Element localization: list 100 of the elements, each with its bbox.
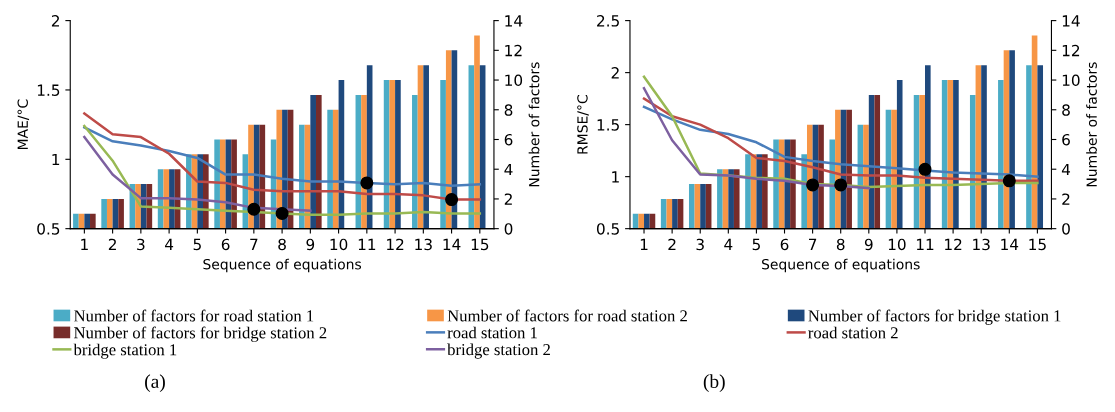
x-tick-label: 13 [415, 238, 432, 251]
bar [315, 94, 322, 229]
y-tick-label: 2 [611, 67, 619, 79]
x-tick-label: 10 [330, 238, 348, 251]
bar [778, 139, 785, 229]
bar [969, 94, 976, 229]
x-tick-label: 7 [809, 238, 817, 250]
bar [1037, 65, 1044, 229]
bar [953, 80, 959, 229]
bar [896, 80, 903, 229]
legend-label: Number of factors for road station 2 [447, 309, 687, 322]
x-tick-label: 15 [1029, 238, 1046, 251]
y-tick-label: 2 [51, 15, 59, 27]
x-tick-label: 14 [443, 238, 461, 250]
y-axis-title: RMSE/°C [577, 95, 589, 154]
y2-tick-label: 10 [1062, 74, 1080, 87]
bar [829, 139, 836, 229]
bar [106, 198, 113, 229]
y2-tick-label: 6 [1062, 133, 1070, 146]
x-tick-label: 11 [916, 238, 934, 250]
bar [874, 94, 881, 229]
bar [118, 198, 124, 229]
bar [440, 80, 446, 229]
y2-tick-label: 0 [504, 223, 513, 235]
x-tick-label: 15 [471, 238, 489, 251]
y2-tick-label: 6 [504, 133, 513, 146]
bar [745, 154, 751, 229]
x-tick-label: 14 [1001, 238, 1019, 250]
x-axis-title: Sequence of equations [203, 258, 362, 273]
y2-tick-label: 2 [1062, 193, 1070, 205]
x-tick-label: 8 [836, 238, 845, 251]
bar [310, 94, 316, 229]
legend-label: bridge station 2 [447, 343, 550, 359]
y2-tick-label: 10 [505, 74, 523, 87]
bar [700, 184, 706, 229]
x-tick-label: 4 [165, 238, 174, 250]
legend-label: Number of factors for bridge station 1 [808, 309, 1061, 325]
y2-tick-label: 14 [505, 15, 523, 27]
x-tick-label: 1 [640, 238, 648, 250]
legend-label: road station 1 [447, 326, 537, 339]
y2-axis-title: Number of factors [1086, 62, 1097, 187]
bar [73, 213, 79, 229]
bar [762, 154, 768, 229]
y-tick-label: 1 [612, 171, 619, 183]
y-tick-label: 2.5 [597, 15, 619, 27]
bar [395, 80, 401, 229]
bar [644, 213, 650, 229]
x-tick-label: 5 [752, 238, 760, 251]
y2-tick-label: 8 [1062, 104, 1070, 116]
y2-tick-label: 4 [1061, 163, 1071, 176]
bar [981, 65, 987, 229]
bar [947, 80, 954, 229]
bar [169, 169, 175, 229]
y-tick-label: 1.5 [37, 84, 60, 96]
x-tick-label: 2 [108, 238, 116, 250]
bar [863, 124, 869, 229]
x-tick-label: 7 [250, 238, 258, 250]
bar [733, 169, 740, 229]
text: (b) [703, 374, 725, 392]
bar [660, 198, 667, 229]
bar [688, 184, 695, 229]
y-tick-label: 0.5 [596, 223, 619, 235]
text: (a) [145, 374, 165, 392]
bar [90, 213, 96, 229]
legend-label: road station 2 [808, 326, 898, 339]
y2-tick-label: 0 [1062, 223, 1070, 235]
bar [638, 213, 645, 229]
x-tick-label: 4 [724, 238, 733, 250]
bar [474, 35, 480, 229]
x-tick-label: 6 [221, 238, 230, 251]
bar [1026, 65, 1032, 229]
bar [818, 124, 824, 229]
bar [412, 94, 418, 229]
x-tick-label: 13 [973, 238, 990, 251]
x-tick-label: 3 [137, 238, 145, 251]
x-tick-label: 11 [358, 238, 376, 250]
x-tick-label: 2 [668, 238, 676, 250]
bar [389, 80, 396, 229]
bar [672, 198, 678, 229]
x-tick-label: 12 [945, 238, 962, 250]
y2-tick-label: 8 [504, 104, 513, 116]
x-tick-label: 1 [81, 238, 88, 250]
legend-label: bridge station 1 [73, 343, 177, 359]
y-tick-label: 1 [52, 153, 60, 166]
bar [846, 109, 852, 229]
bar [998, 80, 1004, 229]
bar [327, 109, 333, 229]
x-tick-label: 6 [780, 238, 789, 251]
x-tick-label: 5 [193, 238, 201, 251]
bar [163, 169, 170, 229]
x-axis-title: Sequence of equations [762, 258, 920, 273]
x-tick-label: 9 [306, 238, 315, 251]
y2-tick-label: 12 [1062, 44, 1080, 57]
x-tick-label: 3 [696, 238, 704, 251]
y-tick-label: 1.5 [597, 119, 619, 131]
y-axis-title: MAE/°C [17, 99, 30, 150]
bar [790, 139, 796, 229]
y2-tick-label: 2 [504, 193, 512, 205]
y2-axis-title: Number of factors [528, 62, 540, 187]
y2-tick-label: 12 [505, 44, 522, 57]
